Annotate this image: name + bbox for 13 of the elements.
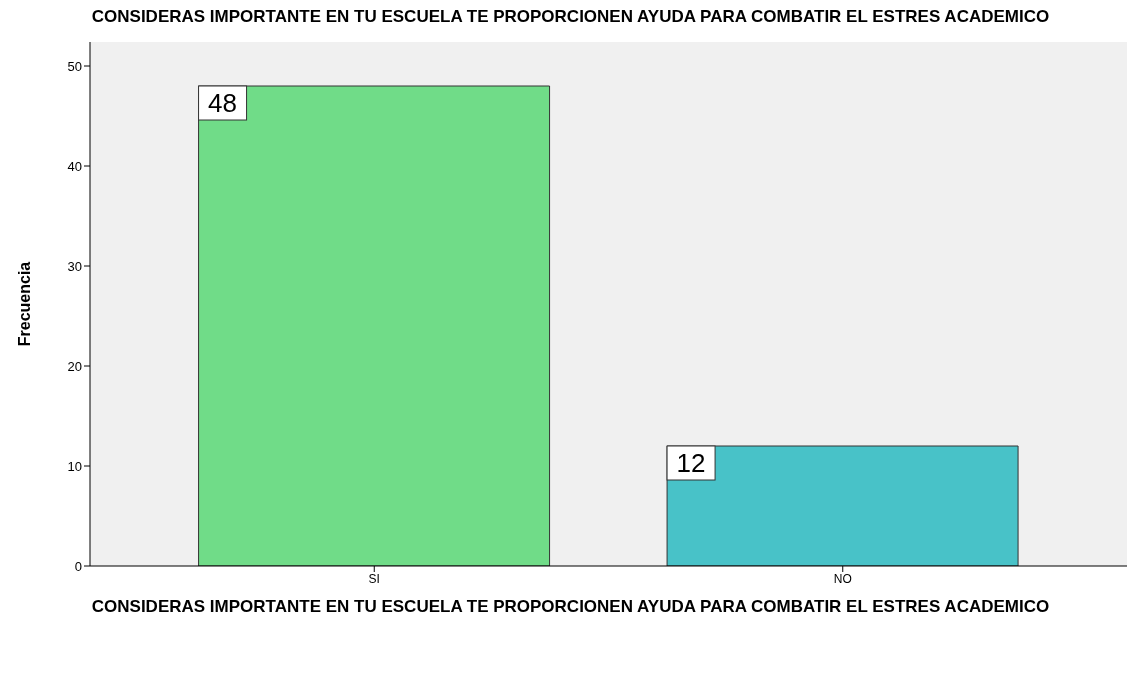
data-label: 48 bbox=[208, 88, 238, 118]
y-tick-label: 50 bbox=[67, 58, 82, 74]
data-label: 12 bbox=[676, 448, 706, 478]
y-tick-label: 10 bbox=[67, 458, 82, 474]
x-axis-title: CONSIDERAS IMPORTANTE EN TU ESCUELA TE PROPORCIONEN AYUDA PARA COMBATIR EL ESTRES ACADEMICO bbox=[90, 597, 1051, 616]
x-tick-label: SI bbox=[368, 571, 380, 586]
y-tick-label: 40 bbox=[67, 158, 82, 174]
y-tick-label: 30 bbox=[67, 258, 82, 274]
y-tick-label: 20 bbox=[67, 358, 82, 374]
chart-title: CONSIDERAS IMPORTANTE EN TU ESCUELA TE PROPORCIONEN AYUDA PARA COMBATIR EL ESTRES ACADEMICO bbox=[90, 7, 1051, 26]
x-tick-label: NO bbox=[833, 571, 852, 586]
y-tick-label: 0 bbox=[74, 558, 82, 574]
y-axis-title: Frecuencia bbox=[15, 261, 33, 347]
